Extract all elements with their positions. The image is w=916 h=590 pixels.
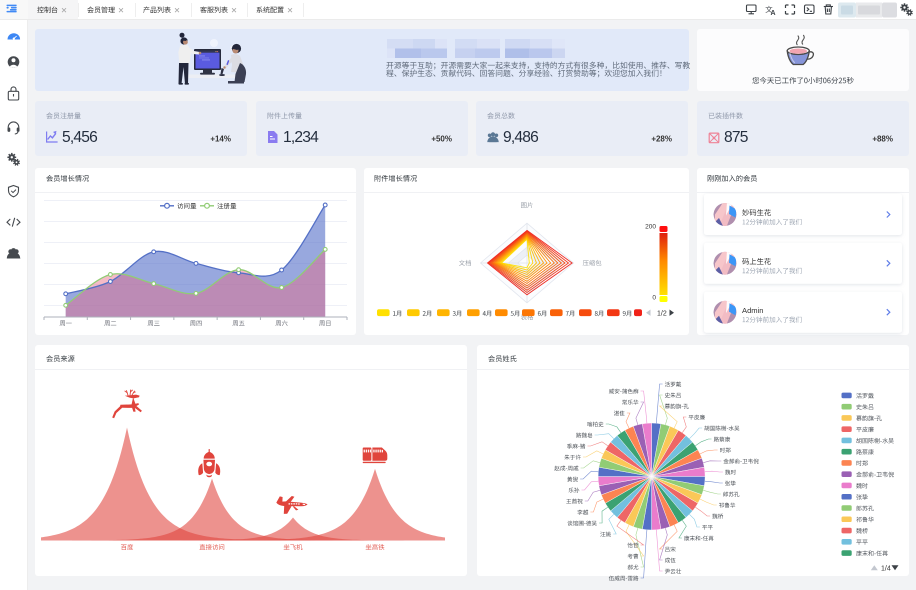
svg-text:Admin: Admin bbox=[742, 306, 764, 315]
svg-text:+50%: +50% bbox=[431, 135, 452, 144]
svg-text:200: 200 bbox=[645, 224, 656, 231]
svg-text:1,234: 1,234 bbox=[283, 129, 319, 146]
svg-text:1/2: 1/2 bbox=[657, 311, 667, 318]
svg-text:1/4: 1/4 bbox=[881, 565, 891, 572]
svg-text:A: A bbox=[771, 10, 776, 17]
svg-text:875: 875 bbox=[724, 129, 749, 146]
svg-text:+88%: +88% bbox=[872, 135, 893, 144]
svg-text:5,456: 5,456 bbox=[62, 129, 97, 146]
svg-text:0: 0 bbox=[652, 295, 656, 302]
svg-text:+14%: +14% bbox=[210, 135, 231, 144]
svg-text:9,486: 9,486 bbox=[503, 129, 538, 146]
svg-text:+28%: +28% bbox=[651, 135, 672, 144]
